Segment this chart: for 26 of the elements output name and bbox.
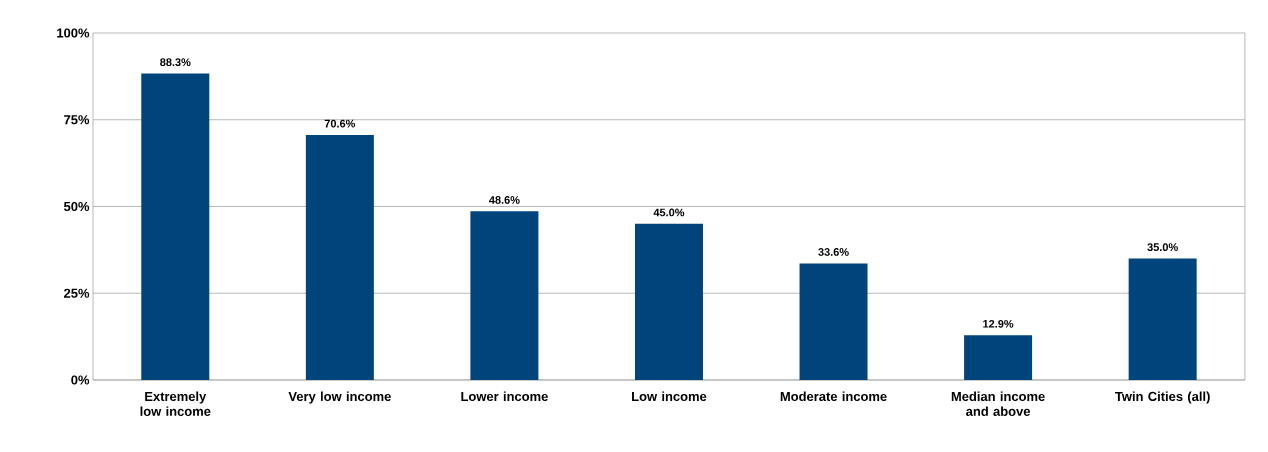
x-tick-label: Low income [632, 391, 707, 402]
bar [1128, 258, 1197, 380]
x-tick-label: Twin Cities (all) [1115, 391, 1210, 404]
data-label: 88.3% [160, 58, 191, 67]
bar [634, 223, 703, 380]
data-label: 45.0% [653, 208, 685, 217]
y-tick-label: 50% [63, 201, 90, 212]
data-label: 33.6% [818, 248, 849, 256]
x-tick-label: Moderate income [780, 391, 887, 402]
x-tick-label: Extremely low income [140, 391, 211, 416]
y-tick-label: 75% [64, 115, 90, 125]
y-tick-label: 25% [64, 288, 90, 298]
bar [470, 211, 539, 380]
data-label: 12.9% [983, 319, 1014, 328]
y-tick-label: 100% [57, 28, 90, 38]
x-tick-label: Lower income [461, 391, 548, 402]
x-tick-label: Median income and above [951, 391, 1045, 416]
data-label: 48.6% [489, 196, 520, 204]
x-tick-label: Very low income [288, 391, 391, 404]
bar [141, 73, 210, 380]
bar [305, 135, 374, 380]
y-tick-label: 0% [71, 375, 90, 385]
data-label: 35.0% [1147, 243, 1178, 252]
data-label: 70.6% [324, 119, 356, 128]
bar [964, 335, 1033, 380]
bar [799, 263, 868, 380]
